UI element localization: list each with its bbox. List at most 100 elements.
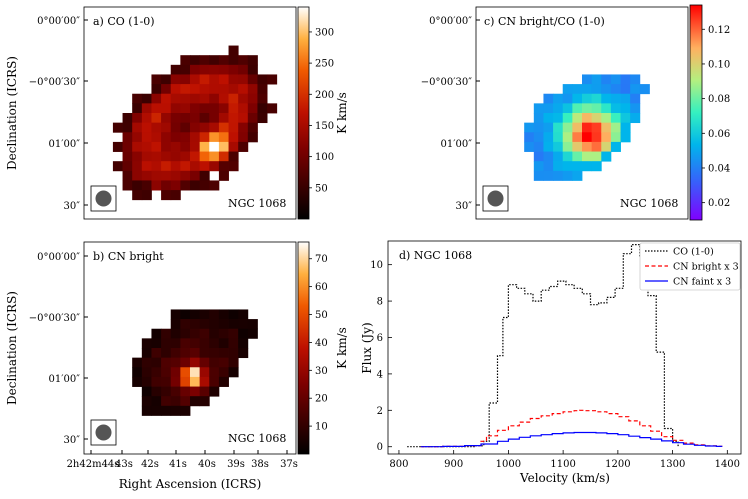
heatmap-cell: [620, 122, 631, 133]
panel-d-ticks: 800 900 1000 1100 1200 1300 1400 0 2 4 6 8 10: [370, 260, 740, 470]
colorbar-tick-label: 0.10: [708, 59, 730, 70]
heatmap-cell: [190, 141, 201, 152]
heatmap-cell: [161, 170, 172, 181]
heatmap-cell: [228, 103, 239, 114]
heatmap-cell: [543, 161, 554, 172]
heatmap-cell: [620, 74, 631, 85]
colorbar-tick-label: 100: [315, 152, 334, 163]
heatmap-cell: [151, 141, 162, 152]
heatmap-cell: [228, 319, 239, 330]
colorbar-tick-label: 50: [315, 310, 328, 321]
heatmap-cell: [180, 405, 191, 416]
panel-b-colorbar-label: K km/s: [335, 327, 349, 369]
panel-c-yticks: 0°00′00″ −0°00′30″ 01′00″ 30″: [421, 16, 480, 212]
heatmap-cell: [151, 122, 162, 133]
heatmap-cell: [180, 396, 191, 407]
xtick-label: 42s: [141, 459, 159, 470]
xtick-label: 39s: [227, 459, 245, 470]
heatmap-cell: [151, 103, 162, 114]
heatmap-cell: [533, 132, 544, 143]
heatmap-cell: [190, 338, 201, 349]
panel-b-frame: [83, 241, 297, 455]
heatmap-cell: [180, 357, 191, 368]
heatmap-cell: [170, 376, 181, 387]
heatmap-cell: [591, 122, 602, 133]
heatmap-cell: [161, 348, 172, 359]
heatmap-cell: [582, 84, 593, 95]
heatmap-cell: [238, 132, 249, 143]
heatmap-cell: [209, 122, 220, 133]
colorbar-tick-label: 70: [315, 254, 328, 265]
heatmap-cell: [141, 386, 152, 397]
heatmap-cell: [218, 348, 229, 359]
heatmap-cell: [582, 74, 593, 85]
heatmap-cell: [151, 93, 162, 104]
heatmap-cell: [190, 132, 201, 143]
heatmap-cell: [132, 376, 143, 387]
heatmap-cell: [238, 84, 249, 95]
heatmap-cell: [228, 338, 239, 349]
heatmap-cell: [170, 190, 181, 201]
heatmap-cell: [591, 113, 602, 124]
heatmap-cell: [209, 151, 220, 162]
heatmap-cell: [247, 113, 258, 124]
heatmap-cell: [228, 122, 239, 133]
heatmap-cell: [132, 190, 143, 201]
heatmap-cell: [228, 161, 239, 172]
heatmap-cell: [601, 141, 612, 152]
heatmap-cell: [591, 161, 602, 172]
heatmap-cell: [170, 405, 181, 416]
heatmap-cell: [199, 84, 210, 95]
xtick-label: 37s: [280, 459, 298, 470]
heatmap-cell: [199, 161, 210, 172]
xtick-label: 40s: [198, 459, 216, 470]
heatmap-cell: [180, 376, 191, 387]
heatmap-cell: [151, 170, 162, 181]
heatmap-cell: [151, 161, 162, 172]
heatmap-cell: [141, 170, 152, 181]
heatmap-cell: [199, 357, 210, 368]
heatmap-cell: [267, 74, 278, 85]
heatmap-cell: [228, 113, 239, 124]
heatmap-cell: [190, 113, 201, 124]
heatmap-cell: [151, 367, 162, 378]
heatmap-cell: [141, 161, 152, 172]
heatmap-cell: [238, 64, 249, 75]
heatmap-cell: [170, 338, 181, 349]
heatmap-cell: [199, 376, 210, 387]
heatmap-cell: [199, 93, 210, 104]
heatmap-cell: [180, 309, 191, 320]
heatmap-cell: [209, 64, 220, 75]
heatmap-cell: [161, 161, 172, 172]
y-tick-label: 0: [377, 442, 383, 453]
heatmap-cell: [533, 161, 544, 172]
heatmap-cell: [209, 319, 220, 330]
panel-a-galaxy-label: NGC 1068: [228, 197, 286, 210]
heatmap-cell: [112, 161, 123, 172]
heatmap-cell: [180, 132, 191, 143]
heatmap-cell: [218, 328, 229, 339]
heatmap-cell: [161, 338, 172, 349]
heatmap-cell: [209, 74, 220, 85]
heatmap-cell: [572, 84, 583, 95]
heatmap-cell: [209, 113, 220, 124]
heatmap-cell: [553, 161, 564, 172]
heatmap-cell: [562, 93, 573, 104]
series-line-2: [420, 431, 723, 448]
heatmap-cell: [228, 55, 239, 66]
heatmap-cell: [228, 141, 239, 152]
heatmap-cell: [228, 132, 239, 143]
heatmap-cell: [582, 141, 593, 152]
heatmap-cell: [247, 93, 258, 104]
heatmap-cell: [228, 348, 239, 359]
panel-c-beam: [482, 185, 509, 212]
heatmap-cell: [132, 103, 143, 114]
heatmap-cell: [209, 103, 220, 114]
heatmap-cell: [591, 74, 602, 85]
heatmap-cell: [180, 170, 191, 181]
x-tick-label: 900: [444, 459, 463, 470]
heatmap-cell: [572, 151, 583, 162]
heatmap-cell: [591, 103, 602, 114]
heatmap-cell: [238, 122, 249, 133]
heatmap-cell: [209, 309, 220, 320]
